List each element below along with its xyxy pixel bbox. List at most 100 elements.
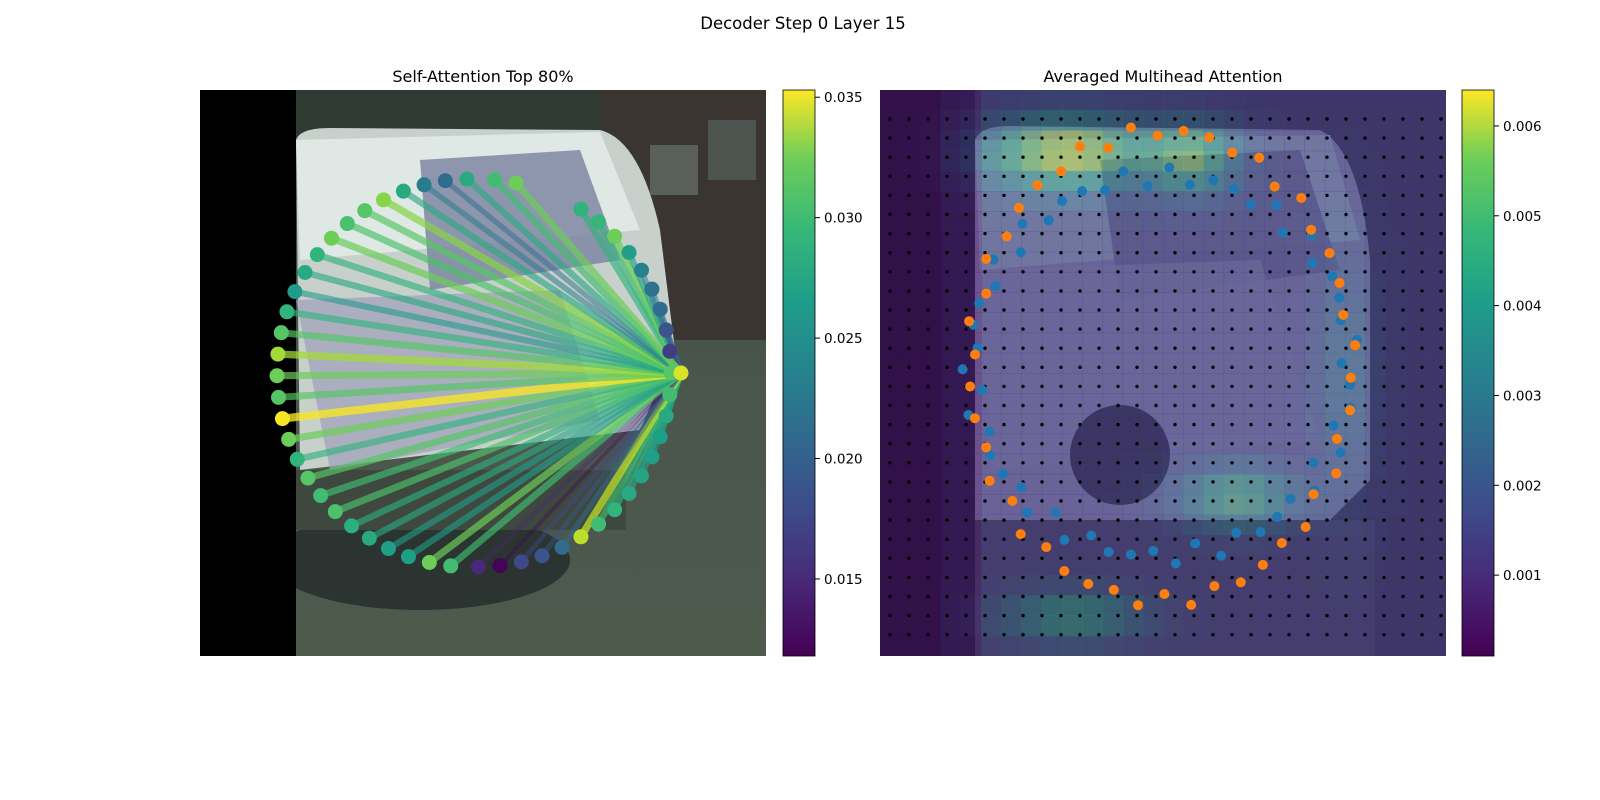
heatmap-cell bbox=[1365, 292, 1386, 313]
heatmap-cell bbox=[920, 494, 942, 515]
grid-dot bbox=[1344, 270, 1348, 274]
heatmap-cell bbox=[1122, 332, 1144, 354]
grid-dot bbox=[1021, 613, 1025, 618]
heatmap-cell bbox=[1142, 474, 1164, 495]
predicted-point bbox=[1108, 584, 1119, 595]
reference-point bbox=[1334, 292, 1345, 303]
heatmap-cell bbox=[1163, 292, 1184, 313]
grid-dot bbox=[1078, 499, 1082, 503]
grid-dot bbox=[1135, 155, 1139, 159]
heatmap-cell bbox=[1102, 312, 1124, 334]
grid-dot bbox=[1040, 289, 1044, 293]
grid-dot bbox=[1382, 537, 1386, 541]
predicted-point bbox=[1334, 277, 1345, 288]
grid-dot bbox=[1344, 155, 1348, 159]
heatmap-cell bbox=[1041, 312, 1063, 334]
heatmap-cell bbox=[1264, 251, 1285, 273]
predicted-point bbox=[1032, 180, 1043, 191]
heatmap-cell bbox=[880, 575, 901, 596]
grid-dot bbox=[1230, 499, 1234, 503]
grid-dot bbox=[1401, 384, 1405, 389]
heatmap-cell bbox=[1385, 130, 1407, 152]
grid-dot bbox=[1173, 442, 1177, 446]
grid-dot bbox=[964, 212, 968, 217]
grid-dot bbox=[1325, 461, 1329, 465]
grid-dot bbox=[1192, 270, 1196, 274]
heatmap-cell bbox=[880, 534, 901, 556]
heatmap-cell bbox=[981, 312, 1002, 334]
grid-dot bbox=[1002, 556, 1006, 560]
grid-dot bbox=[1116, 117, 1120, 121]
heatmap-cell bbox=[1122, 130, 1144, 152]
grid-dot bbox=[1116, 613, 1120, 618]
heatmap-cell bbox=[1264, 130, 1285, 152]
grid-dot bbox=[1268, 251, 1272, 255]
grid-dot bbox=[1021, 212, 1025, 217]
heatmap-cell bbox=[1001, 413, 1022, 435]
grid-dot bbox=[945, 461, 949, 465]
heatmap-cell bbox=[940, 312, 962, 334]
grid-dot bbox=[1268, 308, 1272, 312]
left-colorbar-tick-label: 0.035 bbox=[824, 90, 863, 106]
attention-line bbox=[301, 269, 685, 377]
heatmap-cell bbox=[1425, 393, 1446, 414]
grid-dot bbox=[1439, 155, 1443, 159]
grid-dot bbox=[1116, 403, 1120, 408]
heatmap-cell bbox=[880, 615, 901, 637]
grid-dot bbox=[1401, 365, 1405, 369]
grid-dot bbox=[1287, 289, 1291, 293]
heatmap-cell bbox=[1385, 595, 1407, 617]
heatmap-cell bbox=[1041, 635, 1063, 656]
heatmap-cell bbox=[880, 211, 901, 232]
grid-dot bbox=[1192, 480, 1196, 484]
heatmap-cell bbox=[981, 554, 1002, 576]
predicted-point bbox=[1133, 600, 1144, 611]
grid-dot bbox=[1192, 613, 1196, 618]
heatmap-cell bbox=[900, 130, 921, 152]
heatmap-cell bbox=[1385, 474, 1407, 495]
heatmap-cell bbox=[1163, 352, 1184, 374]
grid-dot bbox=[1173, 480, 1177, 484]
heatmap-cell bbox=[1082, 453, 1103, 475]
heatmap-cell bbox=[880, 393, 901, 414]
heatmap-cell bbox=[1183, 211, 1204, 232]
grid-dot bbox=[1344, 231, 1348, 236]
heatmap-cell bbox=[1324, 393, 1346, 414]
grid-dot bbox=[1211, 480, 1215, 484]
grid-dot bbox=[907, 212, 911, 217]
grid-dot bbox=[1344, 556, 1348, 560]
grid-dot bbox=[907, 461, 911, 465]
heatmap-cell bbox=[1385, 312, 1407, 334]
heatmap-cell bbox=[1102, 211, 1124, 232]
contour-point bbox=[297, 265, 313, 281]
grid-dot bbox=[1192, 174, 1196, 178]
heatmap-cell bbox=[1041, 514, 1063, 536]
heatmap-cell bbox=[1304, 514, 1326, 536]
heatmap-cell bbox=[1385, 211, 1407, 232]
heatmap-cell bbox=[1284, 413, 1305, 435]
grid-dot bbox=[1287, 193, 1291, 198]
heatmap-cell bbox=[1385, 170, 1407, 192]
heatmap-cell bbox=[1284, 170, 1305, 192]
heatmap-cell bbox=[960, 534, 982, 556]
grid-dot bbox=[1268, 442, 1272, 446]
grid-dot bbox=[983, 270, 987, 274]
grid-dot bbox=[1249, 594, 1253, 599]
heatmap-cell bbox=[880, 191, 901, 212]
heatmap-cell bbox=[1001, 534, 1022, 556]
heatmap-cell bbox=[1021, 635, 1043, 656]
heatmap-cell bbox=[1142, 393, 1164, 414]
reference-point bbox=[1327, 271, 1338, 282]
grid-dot bbox=[1420, 594, 1424, 599]
grid-dot bbox=[945, 442, 949, 446]
grid-dot bbox=[1401, 499, 1405, 503]
grid-dot bbox=[983, 155, 987, 159]
heatmap-cell bbox=[880, 595, 901, 617]
heatmap-cell bbox=[1243, 110, 1265, 131]
grid-dot bbox=[1325, 575, 1329, 580]
grid-dot bbox=[1211, 575, 1215, 580]
grid-dot bbox=[1173, 308, 1177, 312]
heatmap-cell bbox=[1304, 110, 1326, 131]
grid-dot bbox=[1363, 499, 1367, 503]
